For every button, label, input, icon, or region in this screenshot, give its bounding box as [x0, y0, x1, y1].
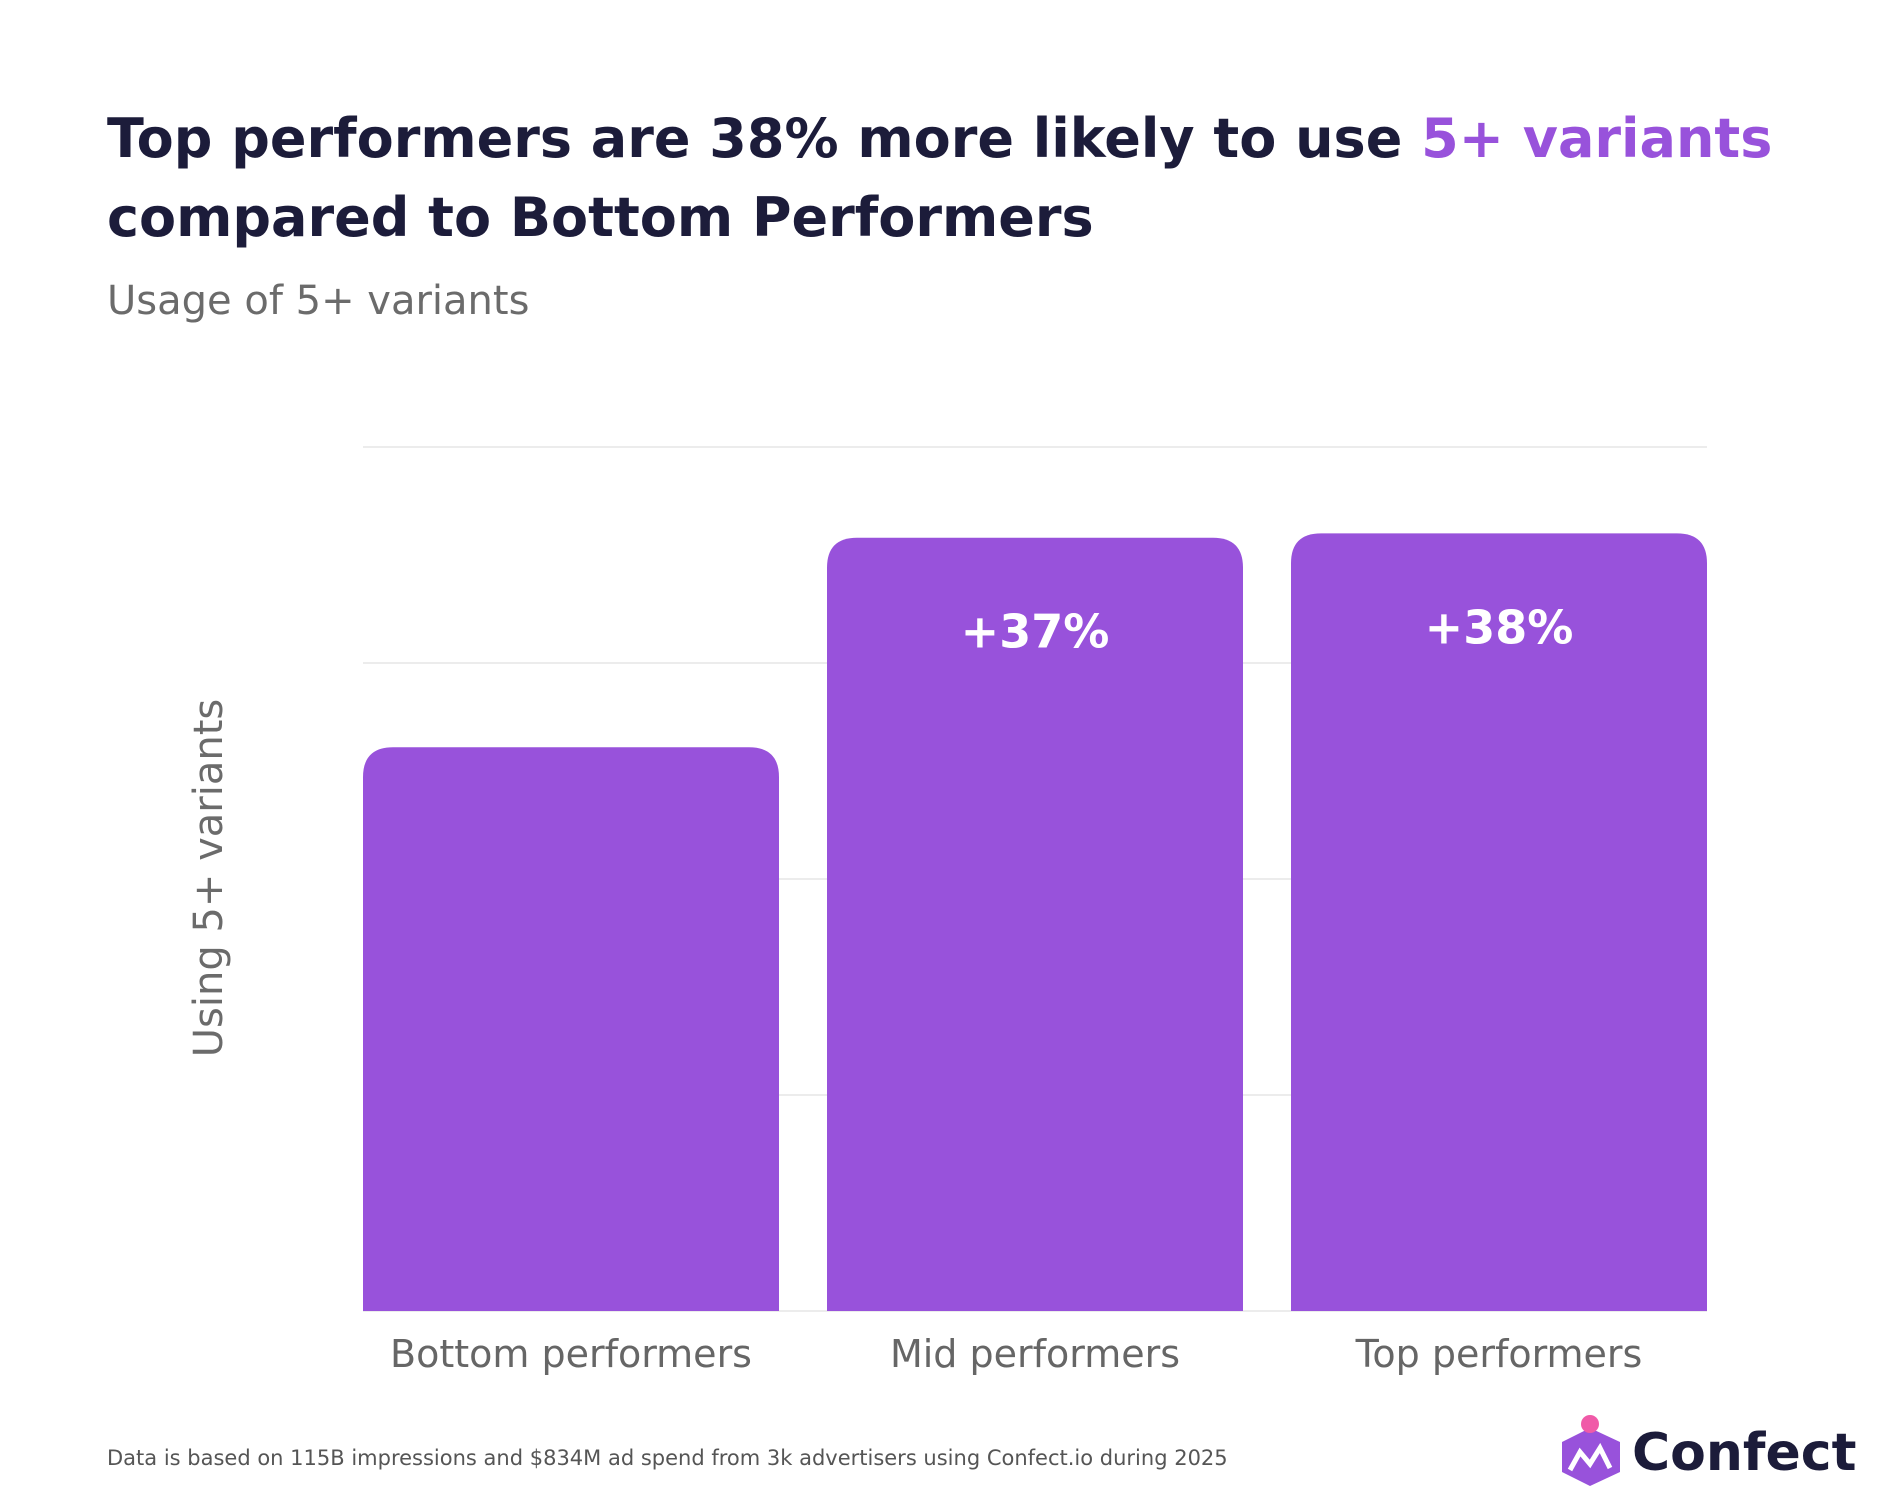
bar	[827, 537, 1243, 1311]
footnote: Data is based on 115B impressions and $8…	[107, 1446, 1228, 1470]
logo-text: Confect	[1632, 1423, 1856, 1483]
logo-icon-mark	[1567, 1442, 1613, 1472]
subtitle: Usage of 5+ variants	[107, 278, 529, 324]
logo-dot	[1581, 1415, 1599, 1433]
bar-annotation: +37%	[961, 605, 1110, 659]
logo-icon	[1562, 1428, 1620, 1486]
y-axis-label: Using 5+ variants	[186, 699, 232, 1058]
plot-area: Bottom performers Mid performers +37% Top p…	[363, 446, 1707, 1376]
chart-title: Top performers are 38% more likely to us…	[107, 107, 1772, 170]
title-text: Top performers are 38% more likely to us…	[107, 107, 1421, 170]
bar	[1291, 533, 1707, 1311]
logo: Confect	[1562, 1415, 1856, 1486]
bar-annotation: +38%	[1425, 600, 1574, 654]
x-tick-label: Mid performers	[890, 1332, 1180, 1376]
bar	[363, 747, 779, 1311]
x-tick-label: Bottom performers	[390, 1332, 752, 1376]
title-highlight: 5+ variants	[1421, 107, 1772, 170]
x-tick-label: Top performers	[1355, 1332, 1643, 1376]
chart-title-line2: compared to Bottom Performers	[107, 186, 1094, 249]
